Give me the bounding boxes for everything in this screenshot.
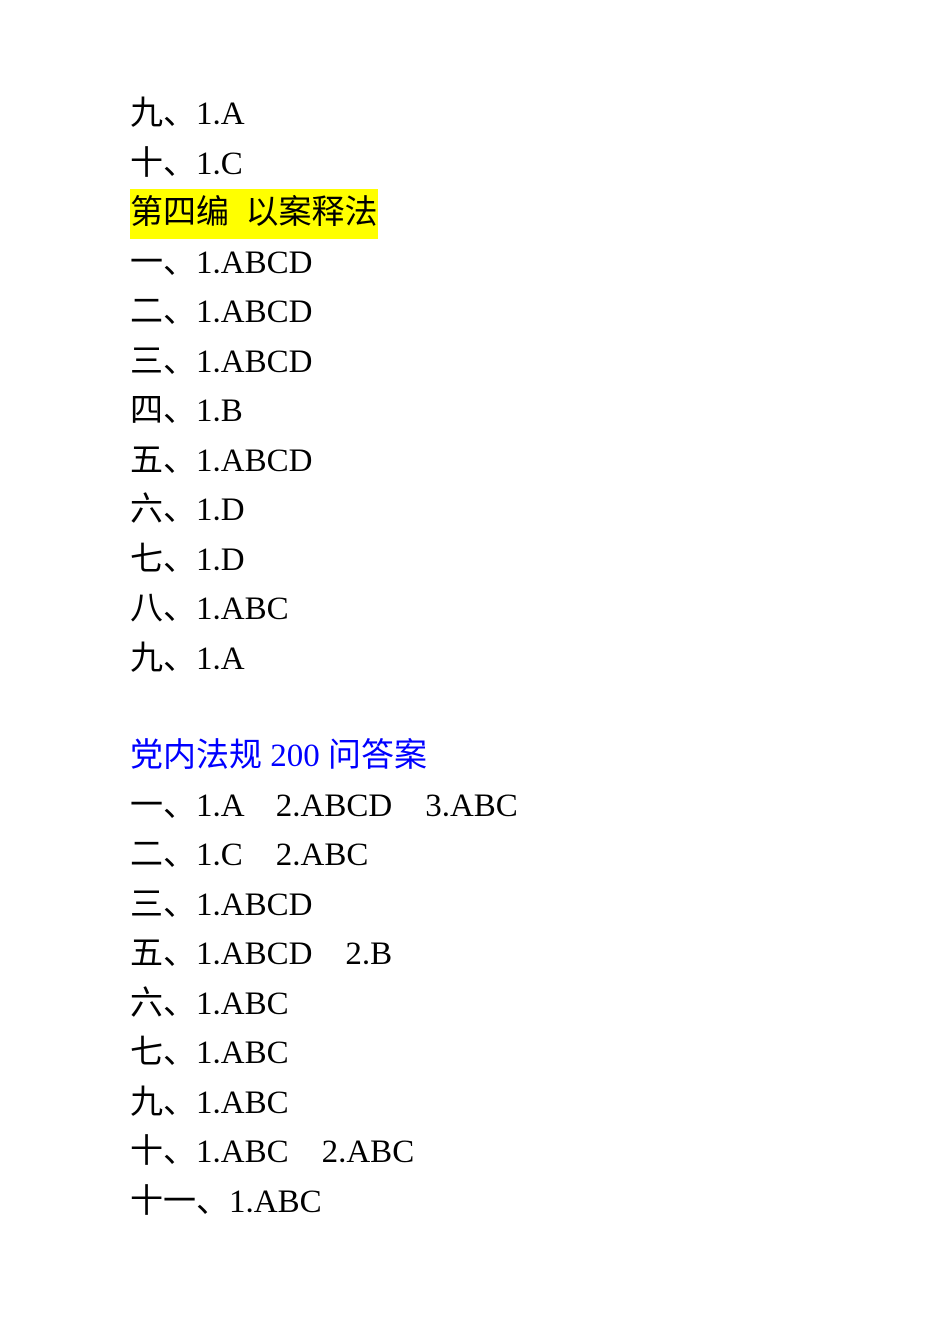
answer-line: 一、1.ABCD <box>130 239 815 289</box>
answer-line: 二、1.ABCD <box>130 288 815 338</box>
answer-line: 七、1.ABC <box>130 1029 815 1079</box>
answer-line: 十、1.ABC 2.ABC <box>130 1128 815 1178</box>
answer-line: 九、1.A <box>130 635 815 685</box>
answer-line: 六、1.D <box>130 486 815 536</box>
answer-line: 十、1.C <box>130 140 815 190</box>
answer-line: 三、1.ABCD <box>130 881 815 931</box>
blank-spacer <box>130 684 815 732</box>
answer-line: 一、1.A 2.ABCD 3.ABC <box>130 782 815 832</box>
answer-line: 七、1.D <box>130 536 815 586</box>
answer-line: 九、1.A <box>130 90 815 140</box>
answer-line: 九、1.ABC <box>130 1079 815 1129</box>
answer-line: 四、1.B <box>130 387 815 437</box>
section-heading-highlighted: 第四编 以案释法 <box>130 189 815 239</box>
answer-line: 五、1.ABCD <box>130 437 815 487</box>
document-content: 九、1.A 十、1.C 第四编 以案释法 一、1.ABCD 二、1.ABCD 三… <box>130 90 815 1227</box>
answer-line: 五、1.ABCD 2.B <box>130 930 815 980</box>
section-heading-blue: 党内法规 200 问答案 <box>130 732 815 782</box>
answer-line: 八、1.ABC <box>130 585 815 635</box>
answer-line: 三、1.ABCD <box>130 338 815 388</box>
answer-line: 二、1.C 2.ABC <box>130 831 815 881</box>
answer-line: 十一、1.ABC <box>130 1178 815 1228</box>
answer-line: 六、1.ABC <box>130 980 815 1030</box>
